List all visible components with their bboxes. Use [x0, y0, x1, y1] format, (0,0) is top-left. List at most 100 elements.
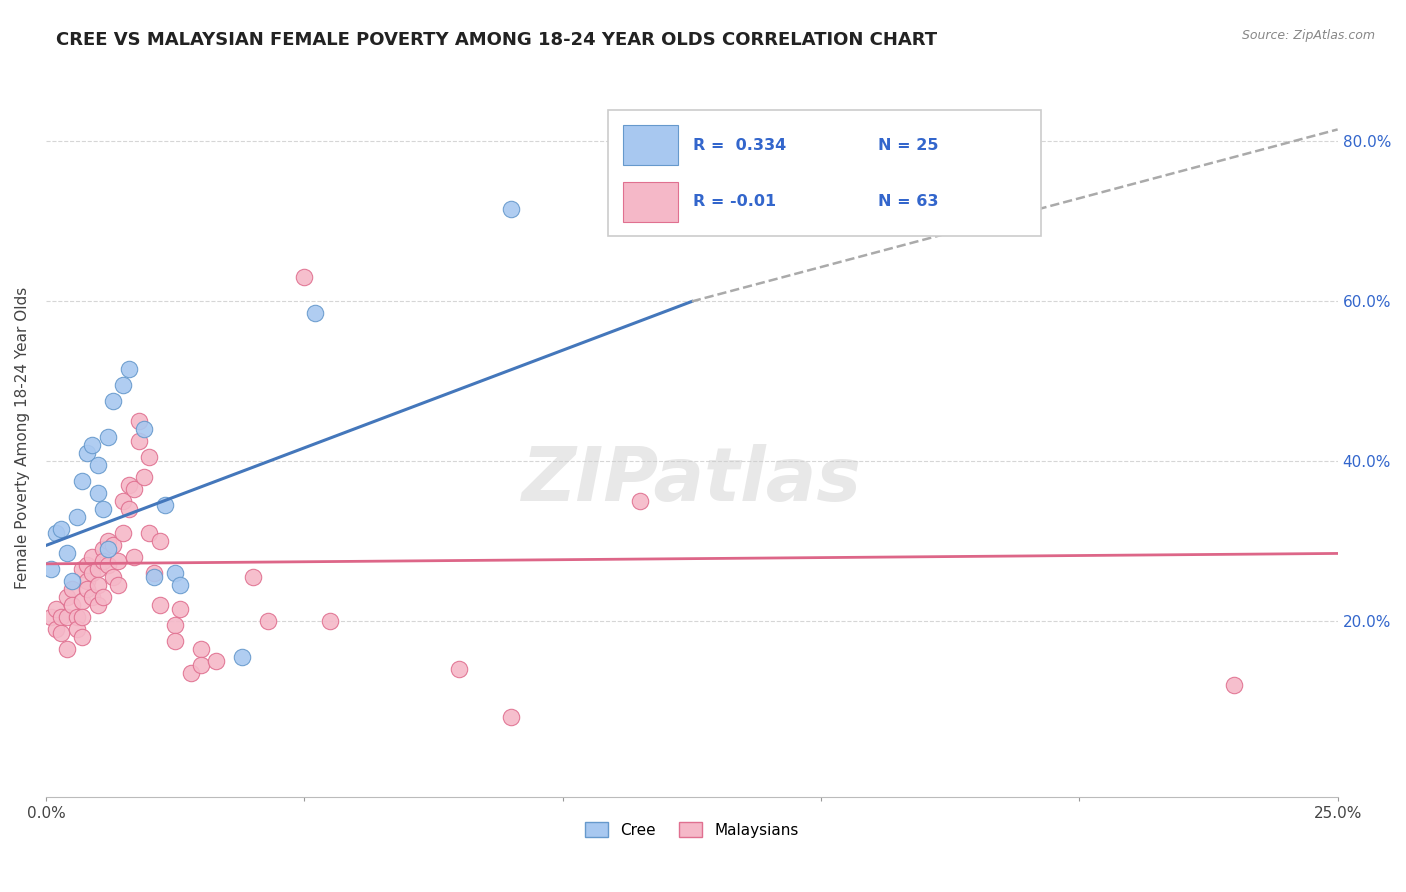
Point [319, 615, 342, 629]
Point [101, 570, 124, 584]
Point [97, 430, 120, 444]
Point [149, 599, 172, 613]
Point [82, 566, 104, 581]
Y-axis label: Female Poverty Among 18-24 Year Olds: Female Poverty Among 18-24 Year Olds [15, 286, 30, 589]
Point [51, 626, 73, 640]
Point [190, 658, 212, 673]
Point [628, 494, 651, 508]
Point [82, 438, 104, 452]
Point [39, 562, 62, 576]
Point [112, 494, 135, 508]
Point [180, 666, 202, 681]
Point [128, 434, 150, 449]
Point [117, 478, 139, 492]
Point [122, 483, 145, 497]
Legend: Cree, Malaysians: Cree, Malaysians [579, 815, 804, 844]
FancyBboxPatch shape [607, 110, 1040, 235]
Point [86, 458, 108, 473]
Point [70, 475, 93, 489]
Point [97, 534, 120, 549]
Point [143, 566, 166, 581]
Point [112, 378, 135, 392]
Point [143, 570, 166, 584]
Point [117, 502, 139, 516]
Point [70, 631, 93, 645]
Point [292, 270, 315, 285]
Point [86, 599, 108, 613]
Point [86, 562, 108, 576]
Point [55, 610, 77, 624]
Point [117, 362, 139, 376]
Point [45, 602, 67, 616]
Point [101, 394, 124, 409]
Point [231, 650, 253, 665]
Point [51, 610, 73, 624]
Point [134, 422, 156, 436]
Point [205, 655, 228, 669]
Point [45, 623, 67, 637]
Point [70, 594, 93, 608]
Point [76, 582, 98, 597]
FancyBboxPatch shape [623, 182, 678, 221]
Point [169, 602, 191, 616]
Point [149, 534, 172, 549]
Point [101, 538, 124, 552]
Text: Source: ZipAtlas.com: Source: ZipAtlas.com [1241, 29, 1375, 42]
Point [499, 710, 522, 724]
Point [55, 591, 77, 605]
Point [66, 610, 89, 624]
Point [499, 202, 522, 217]
Point [70, 562, 93, 576]
Point [97, 542, 120, 557]
Point [304, 306, 326, 320]
Point [70, 610, 93, 624]
Point [45, 526, 67, 541]
Point [39, 610, 62, 624]
Point [91, 502, 114, 516]
Point [86, 486, 108, 500]
Point [82, 550, 104, 565]
Text: N = 63: N = 63 [877, 194, 938, 210]
Point [97, 558, 120, 573]
FancyBboxPatch shape [623, 125, 678, 165]
Point [76, 558, 98, 573]
Text: R =  0.334: R = 0.334 [693, 137, 786, 153]
Point [138, 450, 160, 465]
Point [165, 566, 187, 581]
Point [128, 414, 150, 428]
Text: N = 25: N = 25 [877, 137, 938, 153]
Point [257, 615, 280, 629]
Point [165, 634, 187, 648]
Point [91, 542, 114, 557]
Point [60, 599, 83, 613]
Point [169, 578, 191, 592]
Text: CREE VS MALAYSIAN FEMALE POVERTY AMONG 18-24 YEAR OLDS CORRELATION CHART: CREE VS MALAYSIAN FEMALE POVERTY AMONG 1… [56, 31, 938, 49]
Point [153, 499, 176, 513]
Text: R = -0.01: R = -0.01 [693, 194, 776, 210]
Point [449, 662, 471, 676]
Point [242, 570, 264, 584]
Point [76, 446, 98, 460]
Point [91, 554, 114, 568]
Point [91, 591, 114, 605]
Point [55, 642, 77, 657]
Point [82, 591, 104, 605]
Point [51, 523, 73, 537]
Point [55, 546, 77, 560]
Point [107, 578, 129, 592]
Text: ZIPatlas: ZIPatlas [522, 444, 862, 517]
Point [76, 574, 98, 589]
Point [190, 642, 212, 657]
Point [66, 510, 89, 524]
Point [107, 554, 129, 568]
Point [86, 578, 108, 592]
Point [60, 574, 83, 589]
Point [112, 526, 135, 541]
Point [134, 470, 156, 484]
Point [122, 550, 145, 565]
Point [1223, 678, 1246, 692]
Point [60, 582, 83, 597]
Point [66, 623, 89, 637]
Point [138, 526, 160, 541]
Point [165, 618, 187, 632]
